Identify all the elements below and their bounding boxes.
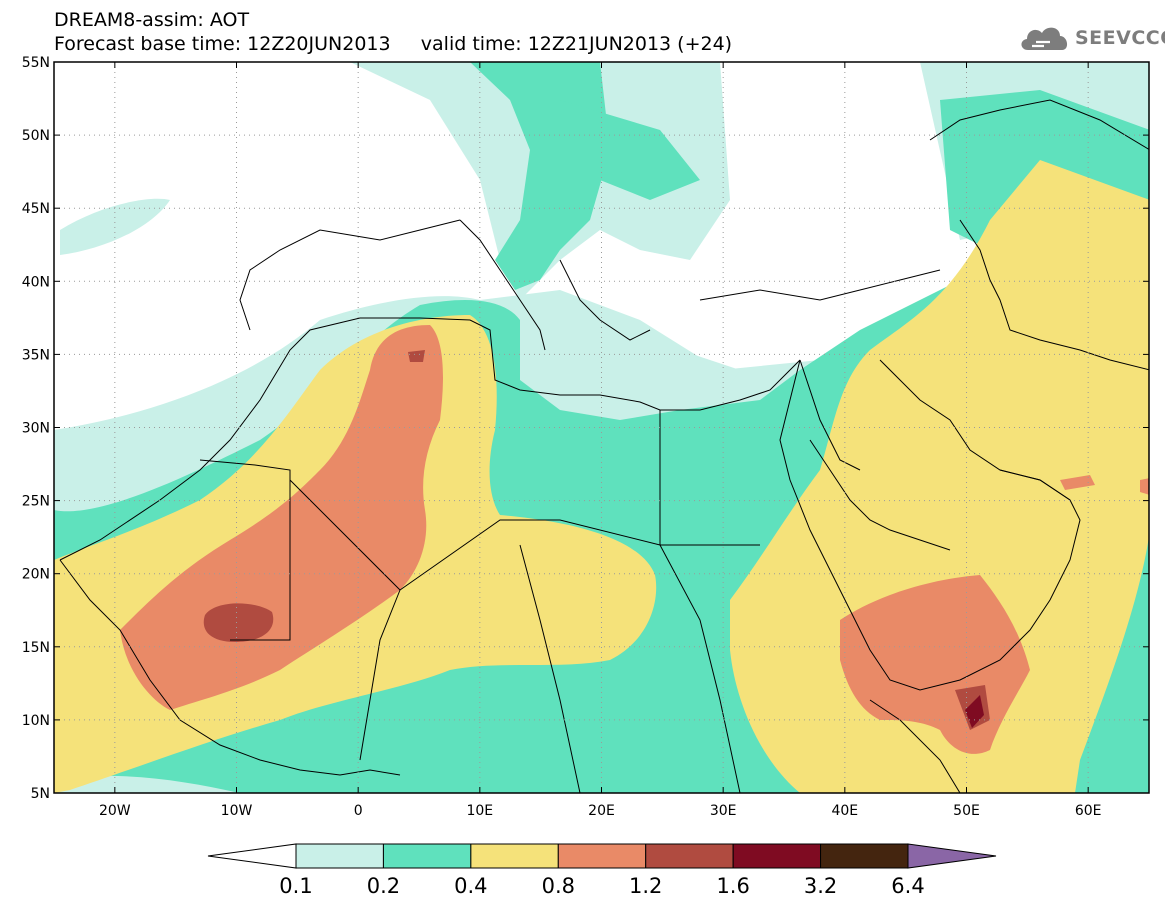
lon-label: 30E	[710, 803, 737, 819]
lat-label: 45N	[22, 201, 50, 217]
logo-text: SEEVCCC	[1075, 27, 1165, 49]
colorbar-segment	[470, 843, 559, 869]
lon-label: 60E	[1075, 803, 1102, 819]
colorbar-label: 1.6	[716, 874, 749, 898]
lat-label: 55N	[22, 55, 50, 71]
lat-label: 30N	[22, 421, 50, 437]
colorbar-label: 0.4	[454, 874, 487, 898]
lat-label: 5N	[31, 786, 50, 802]
colorbar-under-arrow	[207, 843, 297, 869]
longitude-axis: 20W 10W 0 10E 20E 30E 40E 50E 60E	[99, 62, 1102, 819]
colorbar-segment	[820, 843, 909, 869]
colorbar-label: 6.4	[891, 874, 924, 898]
map-title: DREAM8-assim: AOT	[54, 9, 250, 31]
coastlines	[59, 99, 1149, 793]
cloud-icon	[1021, 27, 1068, 50]
forecast-times: Forecast base time: 12Z20JUN2013 valid t…	[54, 33, 733, 55]
lon-label: 0	[354, 803, 363, 819]
lon-label: 40E	[831, 803, 858, 819]
colorbar-segment	[732, 843, 822, 869]
lon-label: 50E	[953, 803, 980, 819]
colorbar-segment	[645, 843, 734, 869]
colorbar: 0.1 0.2 0.4 0.8 1.2 1.6 3.2 6.4	[207, 843, 997, 898]
lat-label: 50N	[22, 128, 50, 144]
lon-label: 10E	[466, 803, 493, 819]
colorbar-segment	[382, 843, 472, 869]
seevccc-logo: SEEVCCC	[1018, 20, 1165, 56]
colorbar-label: 0.1	[279, 874, 312, 898]
lon-label: 20E	[588, 803, 615, 819]
colorbar-label: 0.2	[367, 874, 400, 898]
lon-label: 10W	[221, 803, 253, 819]
colorbar-segment	[295, 843, 384, 869]
colorbar-over-arrow	[907, 843, 997, 869]
lat-label: 20N	[22, 567, 50, 583]
lat-label: 10N	[22, 713, 50, 729]
graticule	[54, 62, 1149, 793]
lat-label: 15N	[22, 640, 50, 656]
colorbar-label: 1.2	[629, 874, 662, 898]
colorbar-segment	[557, 843, 647, 869]
lat-label: 35N	[22, 347, 50, 363]
colorbar-label: 0.8	[542, 874, 575, 898]
lat-label: 40N	[22, 274, 50, 290]
lon-label: 20W	[99, 803, 131, 819]
lat-label: 25N	[22, 494, 50, 510]
colorbar-label: 3.2	[804, 874, 837, 898]
latitude-axis: 55N 50N 45N 40N 35N 30N 25N 20N 15N 10N 5N	[22, 55, 1149, 802]
